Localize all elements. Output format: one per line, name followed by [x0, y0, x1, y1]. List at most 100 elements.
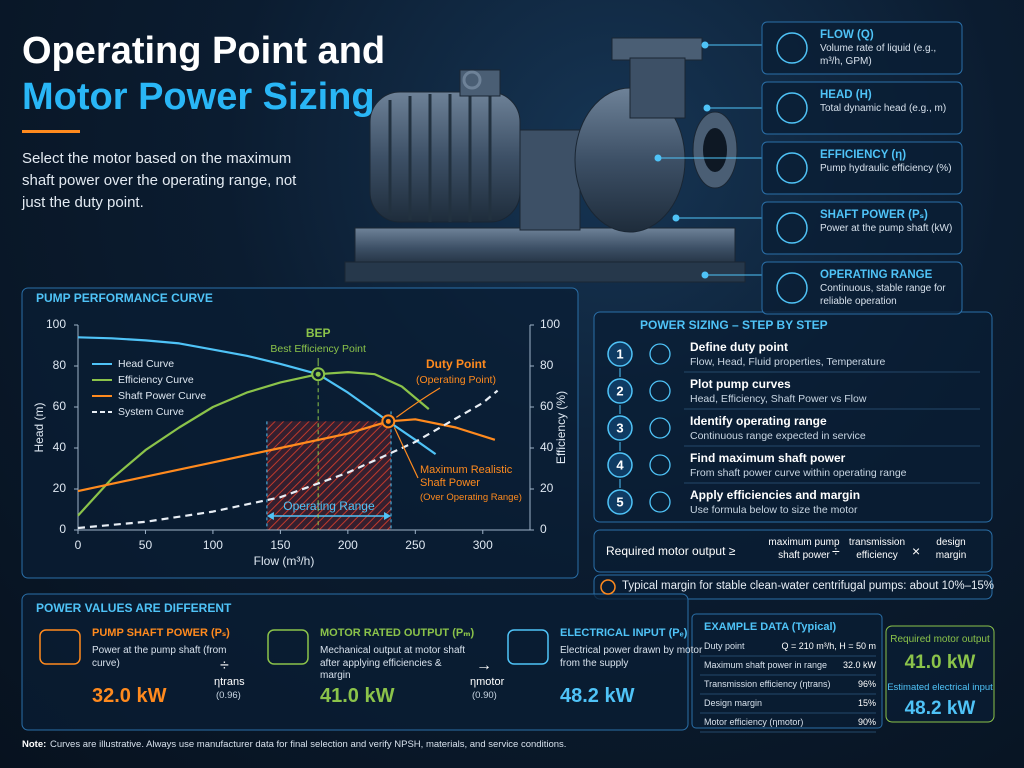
series-line	[77, 389, 499, 530]
y2-tick-label: 80	[540, 358, 554, 372]
callout-box	[761, 81, 963, 135]
step-title: Identify operating range	[690, 414, 827, 428]
x-tick-label: 50	[139, 538, 153, 552]
legend-label: Shaft Power Curve	[118, 390, 206, 402]
step-icon	[649, 343, 671, 365]
chart-title: PUMP PERFORMANCE CURVE	[36, 291, 213, 305]
x-tick-label: 200	[338, 538, 358, 552]
step-text: Head, Efficiency, Shaft Power vs Flow	[690, 393, 867, 405]
power-title: ELECTRICAL INPUT (Pₑ)	[560, 627, 688, 639]
y2-tick-label: 20	[540, 481, 554, 495]
example-value: 32.0 kW	[842, 660, 876, 670]
x-tick-label: 150	[270, 538, 290, 552]
example-key: Duty point	[704, 641, 745, 651]
callout-text: Pump hydraulic efficiency (%)	[820, 163, 952, 174]
footnote-text: Curves are illustrative. Always use manu…	[50, 739, 567, 750]
y2-tick-label: 100	[540, 317, 560, 331]
callout-title: EFFICIENCY (η)	[820, 149, 907, 161]
y-axis-label: Head (m)	[32, 402, 46, 452]
x-axis-label: Flow (m³/h)	[254, 554, 315, 568]
callout-text: Volume rate of liquid (e.g., m³/h, GPM)	[820, 43, 937, 67]
example-key: Transmission efficiency (ηtrans)	[704, 679, 831, 689]
series-line	[77, 418, 496, 493]
callout-box	[761, 141, 963, 195]
step-icon	[649, 454, 671, 476]
callout-icon	[776, 272, 808, 304]
formula-term: transmission efficiency	[848, 537, 906, 561]
max-power-pointer	[393, 427, 419, 479]
operator-symbol: →	[476, 657, 492, 674]
result-value: 48.2 kW	[904, 698, 976, 719]
callout-box	[761, 21, 963, 75]
power-icon	[39, 629, 81, 665]
series-line	[77, 371, 430, 517]
y2-axis-label: Efficiency (%)	[554, 391, 568, 464]
power-value: 48.2 kW	[560, 685, 635, 707]
step-number: 3	[616, 420, 623, 435]
callout-connectors	[654, 41, 762, 279]
callout-box	[761, 201, 963, 255]
operator-value: (0.90)	[472, 690, 497, 701]
power-values-title: POWER VALUES ARE DIFFERENT	[36, 601, 232, 615]
bep-text: Best Efficiency Point	[270, 343, 366, 355]
power-icon	[507, 629, 549, 665]
step-icon	[649, 380, 671, 402]
step-icon	[649, 417, 671, 439]
example-value: Q = 210 m³/h, H = 50 m	[781, 641, 876, 651]
callout-icon	[776, 212, 808, 244]
y-tick-label: 0	[59, 522, 66, 536]
step-text: Continuous range expected in service	[690, 430, 866, 442]
power-text: Mechanical output at motor shaft after a…	[320, 645, 466, 681]
y-tick-label: 60	[53, 399, 67, 413]
y-tick-label: 100	[46, 317, 66, 331]
example-title: EXAMPLE DATA (Typical)	[704, 621, 837, 633]
intro: Select the motor based on the maximum sh…	[22, 150, 297, 211]
formula-op: ×	[912, 543, 921, 559]
step-number: 4	[616, 457, 624, 472]
title-line-2: Motor Power Sizing	[22, 76, 375, 118]
y2-tick-label: 40	[540, 440, 554, 454]
step-text: Flow, Head, Fluid properties, Temperatur…	[690, 356, 886, 368]
result-label: Required motor output	[890, 634, 990, 645]
callout-title: HEAD (H)	[820, 89, 872, 101]
result-value: 41.0 kW	[904, 652, 976, 673]
footnote-label: Note:	[22, 739, 47, 750]
power-text: Electrical power drawn by motor from the…	[560, 645, 703, 669]
step-number: 1	[616, 346, 623, 361]
y2-tick-label: 0	[540, 522, 547, 536]
example-value: 96%	[857, 679, 876, 689]
step-title: Define duty point	[690, 340, 788, 354]
step-badge	[607, 378, 633, 404]
callout-title: OPERATING RANGE	[820, 269, 933, 281]
x-tick-label: 100	[203, 538, 223, 552]
steps-title: POWER SIZING – STEP BY STEP	[640, 318, 828, 332]
operating-range-label: Operating Range	[283, 499, 375, 513]
example-key: Maximum shaft power in range	[704, 660, 828, 670]
power-value: 41.0 kW	[320, 685, 395, 707]
callout-text: Continuous, stable range for reliable op…	[820, 283, 946, 307]
power-title: PUMP SHAFT POWER (Pₛ)	[92, 627, 230, 639]
title-underline	[22, 130, 80, 133]
duty-label: Duty Point	[426, 357, 486, 371]
power-title: MOTOR RATED OUTPUT (Pₘ)	[320, 627, 475, 639]
formula-op: ÷	[832, 543, 840, 559]
duty-point-core	[385, 418, 391, 424]
y2-tick-label: 60	[540, 399, 554, 413]
title-line-1: Operating Point and	[22, 30, 386, 72]
power-icon	[267, 629, 309, 665]
operating-range-area	[266, 421, 392, 530]
example-key: Motor efficiency (ηmotor)	[704, 717, 804, 727]
y-tick-label: 80	[53, 358, 67, 372]
example-key: Design margin	[704, 698, 763, 708]
x-tick-label: 250	[405, 538, 425, 552]
pump-illustration	[344, 37, 746, 283]
step-badge	[607, 415, 633, 441]
power-value: 32.0 kW	[92, 685, 167, 707]
result-label: Estimated electrical input	[887, 682, 993, 693]
step-badge	[607, 452, 633, 478]
callout-box	[761, 261, 963, 315]
legend-label: System Curve	[118, 406, 184, 418]
step-text: Use formula below to size the motor	[690, 504, 858, 516]
x-tick-label: 0	[75, 538, 82, 552]
